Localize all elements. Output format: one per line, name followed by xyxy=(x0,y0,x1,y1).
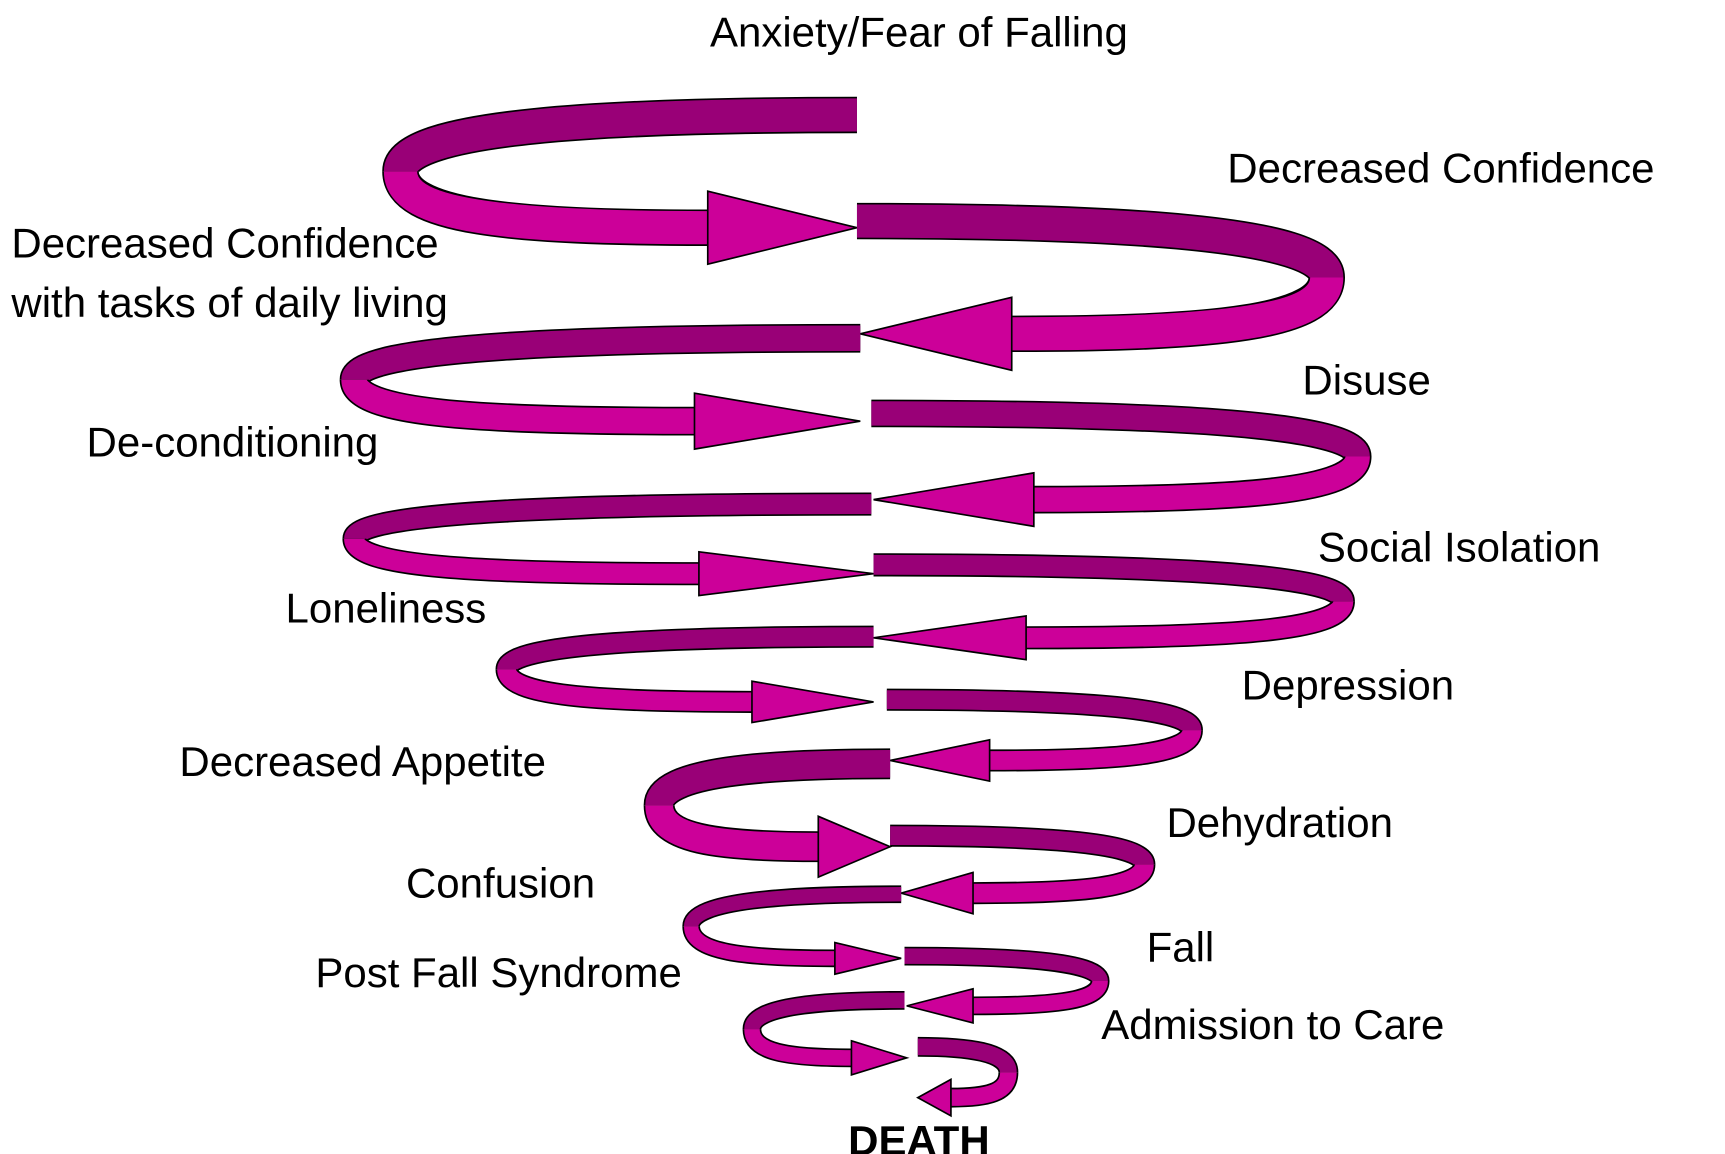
ribbon-front xyxy=(990,730,1192,760)
node-label: De-conditioning xyxy=(87,419,379,466)
ribbon-back xyxy=(659,764,890,805)
ribbon-back xyxy=(354,504,871,539)
node-label: Admission to Care xyxy=(1101,1001,1444,1048)
arrow-head xyxy=(901,872,973,913)
node-label: Decreased Appetite xyxy=(179,738,546,785)
arrow-head xyxy=(918,1079,951,1115)
ribbon-front xyxy=(354,380,694,421)
arrow-head xyxy=(874,616,1027,660)
ribbon-back xyxy=(857,221,1327,277)
node-label: Depression xyxy=(1242,662,1454,709)
node-label: Dehydration xyxy=(1166,799,1392,846)
ribbon-front xyxy=(1034,457,1358,500)
ribbon-front xyxy=(973,981,1100,1006)
page: {"nodes": [ {"lines": ["Anxiety/Fear of … xyxy=(0,0,1725,1154)
node-label: Confusion xyxy=(406,860,595,907)
ribbon-back xyxy=(918,1047,1009,1072)
arrow-head xyxy=(874,473,1034,526)
ribbon-back xyxy=(752,1000,905,1029)
node-label: Decreased Confidence xyxy=(1227,144,1654,191)
node-label: Post Fall Syndrome xyxy=(315,949,681,996)
ribbon-front xyxy=(507,669,752,702)
arrow-head xyxy=(818,816,890,877)
ribbon-front xyxy=(973,864,1144,893)
ribbon-front xyxy=(354,539,699,574)
node-label: with tasks of daily living xyxy=(10,279,448,326)
node-label: Anxiety/Fear of Falling xyxy=(710,8,1128,55)
ribbon-back xyxy=(874,565,1344,601)
ribbon-front xyxy=(1026,601,1343,637)
arrow-head xyxy=(907,989,973,1023)
ribbon-back xyxy=(871,413,1357,456)
arrow-head xyxy=(752,681,874,722)
arrow-head xyxy=(851,1041,906,1075)
ribbon-front xyxy=(659,805,818,846)
ribbon-front xyxy=(951,1072,1008,1097)
ribbon-front xyxy=(1012,277,1327,333)
node-label: Disuse xyxy=(1302,357,1430,404)
ribbon-back xyxy=(890,836,1144,865)
node-label: Loneliness xyxy=(286,584,487,631)
ribbon-back xyxy=(507,637,874,670)
ribbon-back xyxy=(905,956,1101,981)
arrow-head xyxy=(694,393,860,449)
ribbon-front xyxy=(752,1029,851,1058)
ribbon-back xyxy=(887,700,1192,730)
arrow-head xyxy=(890,740,989,781)
ribbon-front xyxy=(691,926,835,958)
arrow-head xyxy=(708,191,857,264)
spiral-diagram: Anxiety/Fear of Falling Decreased Confid… xyxy=(0,0,1725,1154)
arrow-head xyxy=(699,552,874,596)
ribbon-back xyxy=(691,894,901,926)
end-label: DEATH xyxy=(848,1117,990,1154)
ribbon-back xyxy=(400,115,857,171)
arrow-head xyxy=(835,943,901,975)
ribbon-back xyxy=(354,338,860,379)
ribbon-front xyxy=(400,171,707,227)
arrow-head xyxy=(860,297,1011,370)
node-label: Fall xyxy=(1147,924,1215,971)
node-label: Decreased Confidence xyxy=(11,220,438,267)
node-label: Social Isolation xyxy=(1318,524,1601,571)
